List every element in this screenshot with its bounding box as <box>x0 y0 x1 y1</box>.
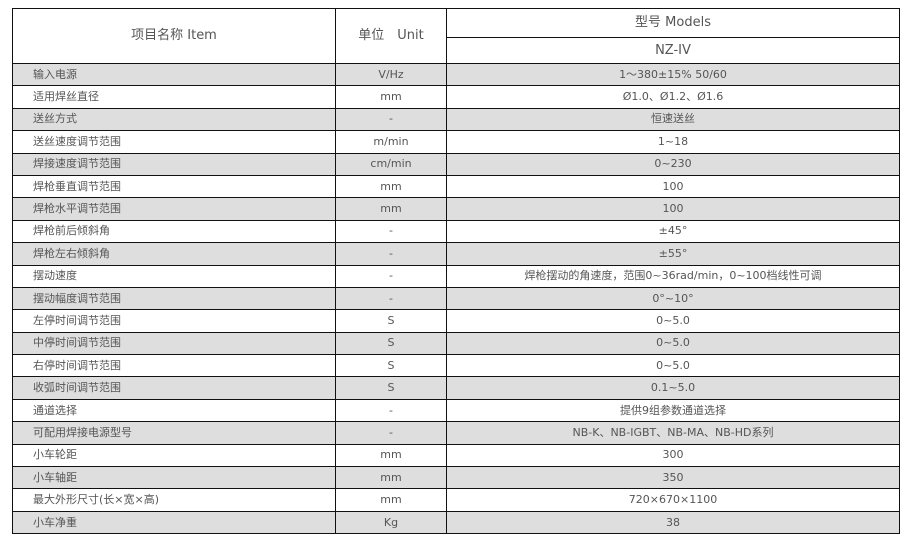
row-unit: mm <box>335 174 447 199</box>
row-unit: mm <box>335 488 447 512</box>
row-value: 0.1~5.0 <box>446 376 900 400</box>
row-name: 焊枪前后倾斜角 <box>12 219 336 244</box>
table-row: 焊枪前后倾斜角 - ±45° <box>12 219 900 244</box>
row-unit: S <box>335 354 447 378</box>
row-value: 300 <box>446 443 900 468</box>
header-model-row: NZ-IV <box>13 37 900 64</box>
row-unit: S <box>335 309 447 333</box>
row-name: 可配用焊接电源型号 <box>12 421 336 445</box>
row-name: 最大外形尺寸(长×宽×高) <box>12 488 336 512</box>
row-value: 0~5.0 <box>446 309 900 333</box>
row-name: 中停时间调节范围 <box>12 331 336 356</box>
row-unit: mm <box>335 466 447 490</box>
row-value: 0°~10° <box>446 286 900 311</box>
table-row: 输入电源 V/Hz 1～380±15% 50/60 <box>12 62 900 87</box>
table-row: 适用焊丝直径 mm Ø1.0、Ø1.2、Ø1.6 <box>12 85 900 109</box>
row-unit: S <box>335 376 447 400</box>
row-name: 焊接速度调节范围 <box>12 152 336 176</box>
row-value: Ø1.0、Ø1.2、Ø1.6 <box>446 85 900 109</box>
row-name: 通道选择 <box>12 398 336 423</box>
row-value: 0~5.0 <box>446 331 900 356</box>
row-name: 收弧时间调节范围 <box>12 376 336 400</box>
row-unit: mm <box>335 197 447 221</box>
row-name: 小车轴距 <box>12 466 336 490</box>
row-value: 720×670×1100 <box>446 488 900 512</box>
row-value: 100 <box>446 174 900 199</box>
table-row: 右停时间调节范围 S 0~5.0 <box>12 354 900 378</box>
row-value: 350 <box>446 466 900 490</box>
row-name: 输入电源 <box>12 62 336 87</box>
table-row: 左停时间调节范围 S 0~5.0 <box>12 309 900 333</box>
row-value: 恒速送丝 <box>446 107 900 132</box>
header-models: 型号 Models <box>446 8 900 38</box>
row-value: ±45° <box>446 219 900 244</box>
row-unit: m/min <box>335 130 447 154</box>
table-row: 摆动幅度调节范围 -0°~10° <box>12 286 900 311</box>
row-unit: V/Hz <box>335 62 447 87</box>
row-unit: - <box>335 219 447 244</box>
row-name: 小车轮距 <box>12 443 336 468</box>
row-name: 右停时间调节范围 <box>12 354 336 378</box>
row-unit: - <box>335 421 447 445</box>
row-name: 焊枪左右倾斜角 <box>12 242 336 266</box>
row-unit: S <box>335 331 447 356</box>
row-name: 送丝方式 <box>12 107 336 132</box>
table-row: 中停时间调节范围 S 0~5.0 <box>12 331 900 356</box>
header-model-name: NZ-IV <box>446 37 900 64</box>
row-value: 0~5.0 <box>446 354 900 378</box>
table-row: 摆动速度 - 焊枪摆动的角速度，范围0~36rad/min，0~100档线性可调 <box>12 264 900 288</box>
header-row: 项目名称 Item 单位 Unit 型号 Models <box>12 8 900 64</box>
row-unit: Kg <box>335 510 447 535</box>
row-value: 100 <box>446 197 900 221</box>
row-unit: - <box>335 398 447 423</box>
row-unit: - <box>335 286 447 311</box>
table-row: 小车轴距 mm 350 <box>12 466 900 490</box>
row-unit: - <box>335 264 447 288</box>
row-name: 摆动幅度调节范围 <box>12 286 336 311</box>
row-name: 左停时间调节范围 <box>12 309 336 333</box>
table-row: 通道选择 - 提供9组参数通道选择 <box>12 398 900 423</box>
header-unit: 单位 Unit <box>335 8 447 64</box>
table-row: 可配用焊接电源型号 - NB-K、NB-IGBT、NB-MA、NB-HD系列 <box>12 421 900 445</box>
row-value: 1～380±15% 50/60 <box>446 62 900 87</box>
table-row: 收弧时间调节范围 S 0.1~5.0 <box>12 376 900 400</box>
row-unit: - <box>335 107 447 132</box>
table-row: 小车净重 Kg 38 <box>12 510 900 535</box>
row-name: 焊枪水平调节范围 <box>12 197 336 221</box>
row-value: NB-K、NB-IGBT、NB-MA、NB-HD系列 <box>446 421 900 445</box>
row-name: 焊枪垂直调节范围 <box>12 174 336 199</box>
table-row: 焊接速度调节范围 cm/min 0~230 <box>12 152 900 176</box>
row-name: 小车净重 <box>12 510 336 535</box>
spec-table: 项目名称 Item 单位 Unit 型号 Models NZ-IV 输入电源 V/… <box>12 8 900 535</box>
row-value: 1~18 <box>446 130 900 154</box>
row-unit: - <box>335 242 447 266</box>
table-row: 小车轮距 mm 300 <box>12 443 900 468</box>
row-name: 适用焊丝直径 <box>12 85 336 109</box>
table-row: 焊枪垂直调节范围 mm 100 <box>12 174 900 199</box>
row-value: 提供9组参数通道选择 <box>446 398 900 423</box>
row-unit: mm <box>335 443 447 468</box>
table-row: 焊枪左右倾斜角 - ±55° <box>12 242 900 266</box>
row-name: 摆动速度 <box>12 264 336 288</box>
table-row: 最大外形尺寸(长×宽×高) mm 720×670×1100 <box>12 488 900 512</box>
row-value: 焊枪摆动的角速度，范围0~36rad/min，0~100档线性可调 <box>446 264 900 288</box>
row-name: 送丝速度调节范围 <box>12 130 336 154</box>
row-unit: cm/min <box>335 152 447 176</box>
row-value: ±55° <box>446 242 900 266</box>
row-value: 38 <box>446 510 900 535</box>
table-row: 送丝方式 - 恒速送丝 <box>12 107 900 132</box>
header-item: 项目名称 Item <box>12 8 336 64</box>
table-row: 焊枪水平调节范围 mm 100 <box>12 197 900 221</box>
row-unit: mm <box>335 85 447 109</box>
table-row: 送丝速度调节范围 m/min 1~18 <box>12 130 900 154</box>
row-value: 0~230 <box>446 152 900 176</box>
